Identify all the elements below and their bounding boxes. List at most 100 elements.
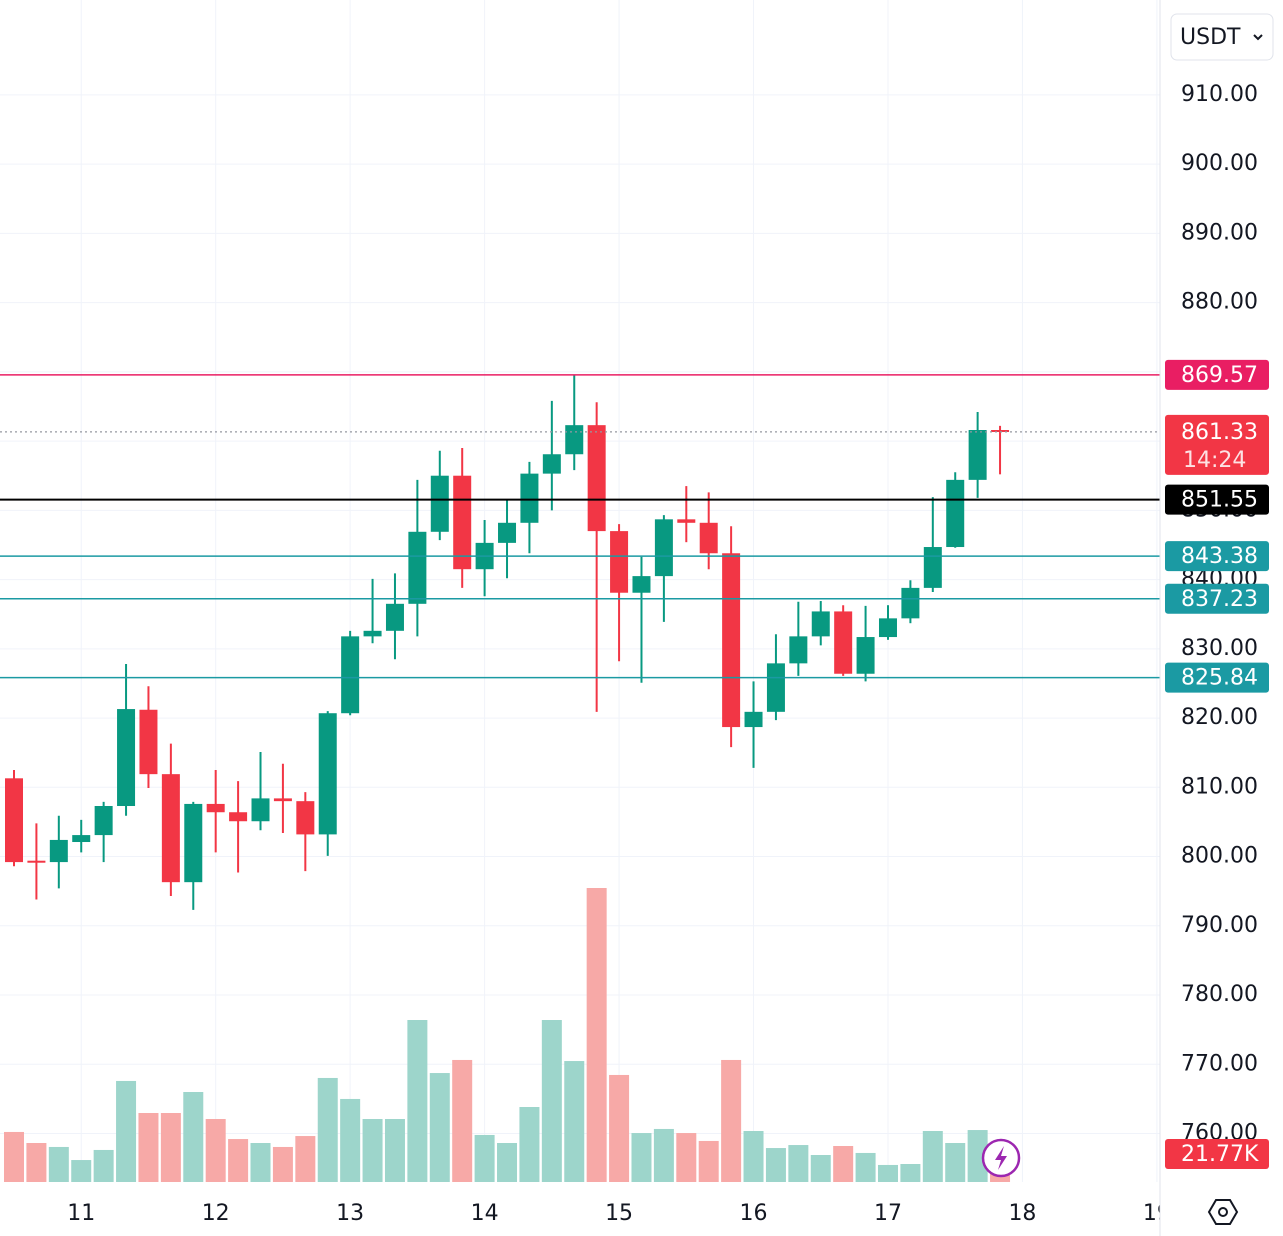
candle-body <box>632 576 651 593</box>
x-tick-label: 11 <box>67 1201 95 1226</box>
volume-bar <box>340 1098 361 1182</box>
volume-label: 21.77K <box>1181 1142 1259 1167</box>
y-tick-label: 910.00 <box>1181 82 1258 107</box>
volume-bar <box>788 1145 809 1182</box>
candle-body <box>94 806 113 836</box>
volume-bar <box>205 1119 226 1182</box>
volume-bar <box>93 1149 114 1182</box>
candle-body <box>27 860 46 863</box>
x-tick-label: 16 <box>740 1201 768 1226</box>
level-badge <box>1165 662 1269 693</box>
y-tick-label: 780.00 <box>1181 982 1258 1007</box>
volume-bar <box>362 1119 383 1182</box>
volume-bar <box>317 1077 338 1182</box>
volume-bar <box>497 1143 518 1182</box>
candle-body <box>117 709 136 807</box>
last-price-badge <box>1165 414 1269 475</box>
candle-body <box>923 547 942 588</box>
candle-body <box>184 803 203 883</box>
candle-body <box>610 531 629 593</box>
volume-bar <box>160 1113 181 1182</box>
candle-body <box>341 636 360 714</box>
volume-bar <box>272 1146 293 1182</box>
volume-bar <box>743 1131 764 1182</box>
time-axis <box>0 1182 1160 1236</box>
candle-body <box>968 430 987 480</box>
level-badge <box>1165 359 1269 390</box>
volume-badge <box>1165 1139 1269 1169</box>
candle-body <box>766 663 785 712</box>
volume-bar <box>676 1133 697 1182</box>
volume-bar <box>474 1134 495 1182</box>
candle-body <box>542 454 561 474</box>
lightning-bolt <box>995 1146 1007 1170</box>
y-tick-label: 890.00 <box>1181 220 1258 245</box>
volume-bar <box>945 1143 966 1182</box>
y-tick-label: 820.00 <box>1181 705 1258 730</box>
volume-bar <box>900 1164 921 1182</box>
candle-body <box>273 798 292 802</box>
candle-body <box>5 778 23 863</box>
volume-bar <box>967 1130 988 1182</box>
volume-bar <box>26 1143 47 1182</box>
volume-bar <box>429 1073 450 1182</box>
candle-body <box>430 475 449 532</box>
candle-body <box>901 587 920 619</box>
currency-selector[interactable] <box>1170 13 1274 61</box>
candle-body <box>72 835 91 843</box>
volume-bar <box>721 1059 742 1182</box>
candle-body <box>744 711 763 728</box>
volume-bar <box>653 1128 674 1182</box>
x-tick-label: 15 <box>605 1201 633 1226</box>
candle-body <box>856 637 875 674</box>
candle-body <box>789 636 808 664</box>
level-badge <box>1165 583 1269 614</box>
y-tick-label: 900.00 <box>1181 151 1258 176</box>
candle-body <box>654 519 673 577</box>
level-badge-label: 851.55 <box>1181 488 1258 513</box>
volume-bar <box>250 1143 271 1182</box>
y-tick-label: 790.00 <box>1181 913 1258 938</box>
volume-bar <box>631 1133 652 1182</box>
volume-bar <box>4 1131 24 1182</box>
volume-bar <box>541 1020 562 1182</box>
volume-bar <box>384 1119 405 1182</box>
y-tick-label: 770.00 <box>1181 1051 1258 1076</box>
level-badge-label: 843.38 <box>1181 544 1258 569</box>
candle-body <box>453 475 472 570</box>
candle-body <box>49 839 68 863</box>
x-tick-label: 18 <box>1008 1201 1036 1226</box>
last-price-label: 861.33 <box>1181 420 1258 445</box>
volume-bar <box>452 1059 473 1182</box>
y-tick-label: 880.00 <box>1181 290 1258 315</box>
y-tick-label: 830.00 <box>1181 636 1258 661</box>
settings-icon[interactable] <box>1207 1199 1239 1225</box>
level-badge <box>1165 541 1269 572</box>
volume-bar <box>877 1164 898 1182</box>
level-badge <box>1165 484 1269 515</box>
volume-bar <box>833 1146 854 1182</box>
candle-body <box>161 774 180 883</box>
candle-body <box>699 522 718 554</box>
volume-bar <box>586 888 607 1182</box>
candle-body <box>520 473 539 523</box>
volume-bar <box>810 1155 831 1182</box>
candle-body <box>946 479 965 548</box>
volume-bar <box>698 1140 719 1182</box>
candle-body <box>878 618 897 638</box>
volume-bar <box>138 1113 159 1182</box>
volume-bar <box>48 1146 69 1182</box>
candle-body <box>206 803 225 813</box>
volume-bar <box>519 1107 540 1182</box>
y-tick-label: 800.00 <box>1181 844 1258 869</box>
x-tick-label: 13 <box>336 1201 364 1226</box>
currency-label[interactable]: USDT <box>1180 25 1241 50</box>
candle-body <box>408 531 427 604</box>
volume-bar <box>564 1061 585 1182</box>
candle-body <box>811 611 830 637</box>
candle-body <box>296 801 315 835</box>
volume-bar <box>183 1092 204 1182</box>
x-tick-label: 17 <box>874 1201 902 1226</box>
level-badge-label: 825.84 <box>1181 666 1258 691</box>
volume-bar <box>855 1152 876 1182</box>
